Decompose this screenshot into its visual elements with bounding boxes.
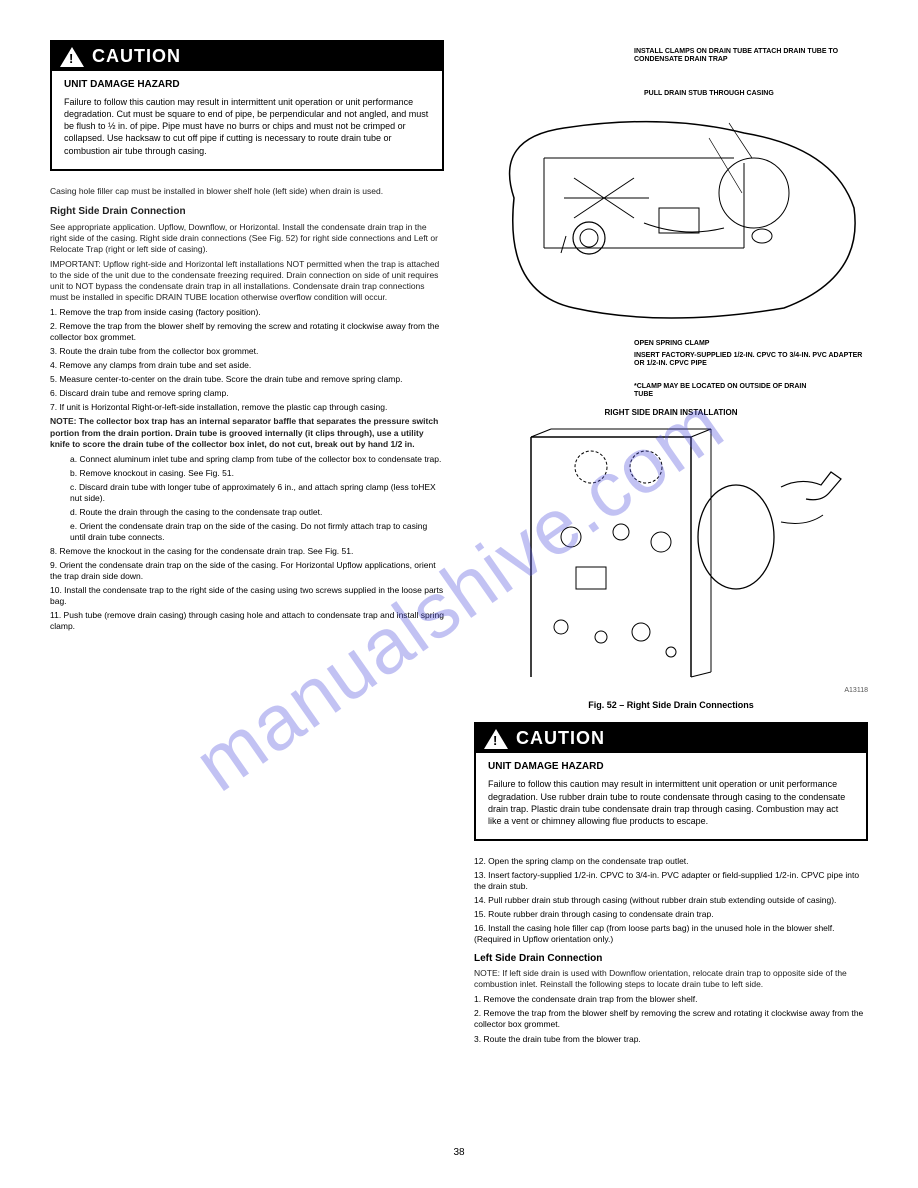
list-item: 1. Remove the condensate drain trap from…: [474, 994, 868, 1005]
left-drain-steps: 1. Remove the condensate drain trap from…: [474, 994, 868, 1044]
right-side-drain-label: RIGHT SIDE DRAIN INSTALLATION: [474, 408, 868, 417]
two-column-layout: CAUTION UNIT DAMAGE HAZARD Failure to fo…: [50, 40, 868, 1048]
left-note-text: NOTE: If left side drain is used with Do…: [474, 968, 868, 990]
list-item: 10. Install the condensate trap to the r…: [50, 585, 444, 607]
caution-body-right: UNIT DAMAGE HAZARD Failure to follow thi…: [476, 753, 866, 839]
list-item: 8. Remove the knockout in the casing for…: [50, 546, 444, 557]
figure-52-bottom: A13118 Fig. 52 – Right Side Drain Connec…: [474, 427, 868, 707]
list-item: a. Connect aluminum inlet tube and sprin…: [70, 454, 444, 465]
intro-text: See appropriate application. Upflow, Dow…: [50, 222, 444, 255]
list-item: 3. Route the drain tube from the collect…: [50, 346, 444, 357]
callout-4: INSERT FACTORY-SUPPLIED 1/2-IN. CPVC TO …: [634, 352, 868, 367]
page-root: manualshive.com CAUTION UNIT DAMAGE HAZA…: [0, 0, 918, 1188]
callout-1: INSTALL CLAMPS ON DRAIN TUBE ATTACH DRAI…: [634, 48, 868, 63]
list-item: 9. Orient the condensate drain trap on t…: [50, 560, 444, 582]
note-1-text: NOTE: The collector box trap has an inte…: [50, 416, 438, 448]
list-item: 2. Remove the trap from the blower shelf…: [474, 1008, 868, 1030]
page-number: 38: [453, 1147, 464, 1158]
steps-list-a: 1. Remove the trap from inside casing (f…: [50, 307, 444, 413]
caution-title-left: CAUTION: [92, 46, 181, 67]
list-item: e. Orient the condensate drain trap on t…: [70, 521, 444, 543]
list-item: 3. Route the drain tube from the blower …: [474, 1034, 868, 1045]
caution-subtitle-right: UNIT DAMAGE HAZARD: [488, 761, 854, 772]
narrative-1: Casing hole filler cap must be installed…: [50, 186, 444, 197]
callout-3: OPEN SPRING CLAMP: [634, 340, 709, 348]
caution-header-left: CAUTION: [52, 42, 442, 71]
section-head-right-drain: Right Side Drain Connection See appropri…: [50, 205, 444, 303]
section-head-text: Right Side Drain Connection: [50, 205, 444, 218]
steps-list-b: 8. Remove the knockout in the casing for…: [50, 546, 444, 632]
caution-header-right: CAUTION: [476, 724, 866, 753]
caution-box-right: CAUTION UNIT DAMAGE HAZARD Failure to fo…: [474, 722, 868, 841]
list-item: 15. Route rubber drain through casing to…: [474, 909, 868, 920]
warning-triangle-icon: [60, 47, 84, 67]
list-item: 11. Push tube (remove drain casing) thro…: [50, 610, 444, 632]
list-item: 12. Open the spring clamp on the condens…: [474, 856, 868, 867]
list-item: c. Discard drain tube with longer tube o…: [70, 482, 444, 504]
caution-text-right: Failure to follow this caution may resul…: [488, 778, 854, 827]
list-item: d. Route the drain through the casing to…: [70, 507, 444, 518]
fig52-caption: Fig. 52 – Right Side Drain Connections: [474, 700, 868, 710]
caution-subtitle-left: UNIT DAMAGE HAZARD: [64, 79, 430, 90]
section-head-left-drain: Left Side Drain Connection: [474, 953, 868, 964]
list-item: 6. Discard drain tube and remove spring …: [50, 388, 444, 399]
left-column: CAUTION UNIT DAMAGE HAZARD Failure to fo…: [50, 40, 444, 1048]
callout-5: *CLAMP MAY BE LOCATED ON OUTSIDE OF DRAI…: [634, 383, 918, 398]
caution-box-left: CAUTION UNIT DAMAGE HAZARD Failure to fo…: [50, 40, 444, 171]
casing-knockout-svg: [481, 427, 861, 687]
caution-body-left: UNIT DAMAGE HAZARD Failure to follow thi…: [52, 71, 442, 169]
callout-2: PULL DRAIN STUB THROUGH CASING: [644, 90, 774, 98]
list-item: b. Remove knockout in casing. See Fig. 5…: [70, 468, 444, 479]
figure-52-top: INSTALL CLAMPS ON DRAIN TUBE ATTACH DRAI…: [474, 48, 868, 368]
caution-text-left: Failure to follow this caution may resul…: [64, 96, 430, 157]
list-item: 5. Measure center-to-center on the drain…: [50, 374, 444, 385]
right-column: INSTALL CLAMPS ON DRAIN TUBE ATTACH DRAI…: [474, 40, 868, 1048]
caution-title-right: CAUTION: [516, 728, 605, 749]
post-steps: 12. Open the spring clamp on the condens…: [474, 856, 868, 945]
list-item: 2. Remove the trap from the blower shelf…: [50, 321, 444, 343]
fig52-code: A13118: [474, 687, 868, 694]
sublist: a. Connect aluminum inlet tube and sprin…: [50, 454, 444, 543]
narrative-1-text: Casing hole filler cap must be installed…: [50, 186, 444, 197]
list-item: 14. Pull rubber drain stub through casin…: [474, 895, 868, 906]
list-item: 13. Insert factory-supplied 1/2-in. CPVC…: [474, 870, 868, 892]
note-1: NOTE: The collector box trap has an inte…: [50, 416, 444, 449]
warning-triangle-icon: [484, 729, 508, 749]
list-item: 7. If unit is Horizontal Right-or-left-s…: [50, 402, 444, 413]
mechanical-assembly-svg: [484, 108, 864, 328]
list-item: 1. Remove the trap from inside casing (f…: [50, 307, 444, 318]
important-text: IMPORTANT: Upflow right-side and Horizon…: [50, 259, 444, 303]
list-item: 16. Install the casing hole filler cap (…: [474, 923, 868, 945]
list-item: 4. Remove any clamps from drain tube and…: [50, 360, 444, 371]
left-drain-note: NOTE: If left side drain is used with Do…: [474, 968, 868, 990]
